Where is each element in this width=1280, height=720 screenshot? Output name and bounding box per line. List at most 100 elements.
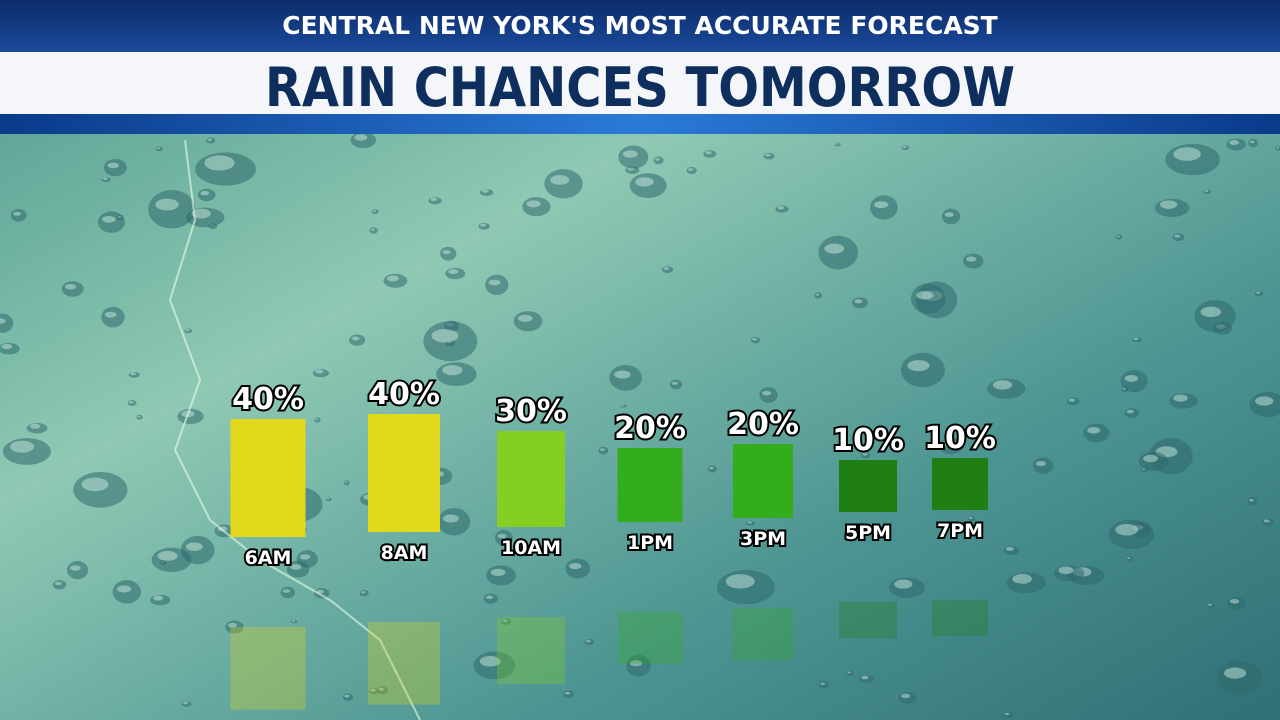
raindrop <box>290 620 298 624</box>
raindrop-highlight <box>1143 454 1159 463</box>
raindrop <box>151 547 192 573</box>
raindrop <box>1138 451 1169 471</box>
raindrop-highlight <box>815 293 820 296</box>
raindrop <box>563 690 574 699</box>
raindrop-highlight <box>116 585 132 593</box>
raindrop <box>1003 711 1013 719</box>
raindrop-highlight <box>1035 461 1047 467</box>
raindrop-highlight <box>614 370 631 379</box>
bar-reflection <box>497 617 565 685</box>
raindrop-highlight <box>228 622 238 628</box>
raindrop <box>350 131 377 149</box>
raindrop-highlight <box>907 360 930 372</box>
raindrop-highlight <box>315 369 324 374</box>
raindrop <box>513 311 543 332</box>
raindrop <box>438 507 471 536</box>
raindrop <box>343 480 350 486</box>
raindrop-highlight <box>916 290 934 300</box>
raindrop-highlight <box>290 564 302 570</box>
raindrop <box>818 235 859 270</box>
raindrop-highlight <box>291 620 296 622</box>
raindrop-highlight <box>480 223 486 227</box>
bar <box>733 444 793 518</box>
raindrop <box>750 336 761 344</box>
raindrop-highlight <box>1124 375 1139 382</box>
raindrop-highlight <box>752 338 757 341</box>
raindrop-highlight <box>518 314 533 322</box>
raindrop-highlight <box>204 155 235 171</box>
raindrop <box>445 268 466 280</box>
raindrop <box>148 189 196 229</box>
chart-subtitle: CENTRAL NEW YORK'S MOST ACCURATE FORECAS… <box>282 11 998 40</box>
raindrop-highlight <box>902 146 907 148</box>
raindrop-highlight <box>621 404 625 407</box>
raindrop-highlight <box>854 299 863 304</box>
raindrop-highlight <box>944 212 954 217</box>
raindrop-highlight <box>629 660 643 667</box>
raindrop <box>846 670 854 677</box>
raindrop <box>61 281 84 297</box>
value-label: 30% <box>495 394 567 429</box>
raindrop <box>0 313 14 333</box>
bar-reflection <box>733 608 793 660</box>
bar-reflection <box>230 627 306 710</box>
raindrop <box>501 618 511 625</box>
raindrop <box>2 438 51 465</box>
raindrop-highlight <box>360 591 366 594</box>
raindrop <box>898 691 917 704</box>
category-label: 5PM <box>845 522 891 544</box>
bar <box>839 460 897 512</box>
title-band <box>0 52 1280 114</box>
raindrop-highlight <box>326 497 330 500</box>
raindrop <box>1247 496 1258 506</box>
raindrop <box>1116 234 1123 240</box>
raindrop-highlight <box>835 143 839 145</box>
raindrop-highlight <box>1068 398 1076 402</box>
raindrop <box>1275 145 1280 151</box>
raindrop <box>626 654 651 677</box>
raindrop <box>1248 138 1258 148</box>
category-label: 1PM <box>627 532 673 554</box>
raindrop-highlight <box>671 381 678 385</box>
raindrop <box>181 701 192 707</box>
raindrop-highlight <box>207 138 213 141</box>
raindrop-highlight <box>372 210 377 212</box>
raindrop-highlight <box>1249 498 1254 502</box>
raindrop-highlight <box>1173 147 1201 161</box>
raindrop <box>1227 597 1246 610</box>
raindrop <box>707 465 717 473</box>
raindrop-highlight <box>622 150 638 158</box>
raindrop-highlight <box>191 208 211 219</box>
value-label: 10% <box>924 421 996 456</box>
raindrop-highlight <box>488 279 501 286</box>
raindrop-highlight <box>1275 146 1280 149</box>
raindrop <box>1120 370 1148 393</box>
raindrop-highlight <box>200 191 210 196</box>
raindrop-highlight <box>1115 523 1139 536</box>
raindrop <box>10 209 27 222</box>
raindrop <box>620 404 627 408</box>
raindrop <box>195 152 256 186</box>
raindrop <box>436 362 477 387</box>
raindrop <box>669 379 683 390</box>
raindrop-highlight <box>54 581 62 586</box>
raindrop <box>225 620 244 634</box>
raindrop-highlight <box>370 228 375 231</box>
raindrop <box>870 195 898 220</box>
raindrop <box>967 515 976 522</box>
raindrop <box>485 274 509 296</box>
raindrop <box>1121 386 1129 393</box>
raindrop <box>775 205 789 213</box>
raindrop <box>861 452 871 459</box>
raindrop-highlight <box>1229 599 1240 604</box>
raindrop <box>104 158 127 177</box>
raindrop-highlight <box>442 365 463 376</box>
raindrop-highlight <box>81 477 109 492</box>
raindrop <box>325 497 332 502</box>
raindrop-highlight <box>431 329 459 343</box>
raindrop-highlight <box>1223 667 1247 679</box>
raindrop-highlight <box>688 168 694 171</box>
raindrop <box>661 266 674 273</box>
raindrop <box>26 423 48 434</box>
raindrop <box>473 651 516 680</box>
